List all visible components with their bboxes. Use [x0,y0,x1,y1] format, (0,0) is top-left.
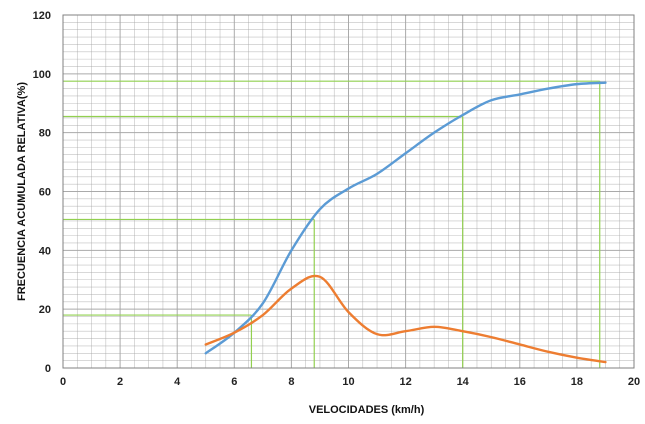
y-tick-label: 0 [45,363,51,375]
y-tick-label: 40 [39,245,51,257]
x-axis-title: VELOCIDADES (km/h) [309,404,425,416]
series-line-blue [204,81,607,355]
x-tick-label: 0 [60,376,66,388]
x-tick-label: 10 [342,376,354,388]
x-tick-label: 4 [174,376,181,388]
x-tick-label: 8 [288,376,294,388]
y-tick-label: 100 [33,69,51,81]
x-tick-label: 6 [231,376,237,388]
series-lines [204,81,607,364]
x-tick-label: 2 [117,376,123,388]
series-line-orange [204,274,607,364]
y-axis-title: FRECUENCIA ACUMULADA RELATIVA(%) [16,82,28,301]
plot-area-frame [62,14,635,369]
x-tick-label: 18 [571,376,583,388]
x-tick-label: 12 [399,376,411,388]
y-tick-label: 120 [33,10,51,22]
x-axis-tick-labels: 0 2 4 6 8 10 12 14 16 18 20 [60,376,640,388]
y-tick-label: 80 [39,128,51,140]
y-axis-tick-labels: 0 20 40 60 80 100 120 [33,10,51,375]
x-tick-label: 14 [457,376,470,388]
reference-lines [63,80,601,368]
x-tick-label: 20 [628,376,640,388]
x-tick-label: 16 [514,376,526,388]
y-tick-label: 60 [39,187,51,199]
y-tick-label: 20 [39,304,51,316]
